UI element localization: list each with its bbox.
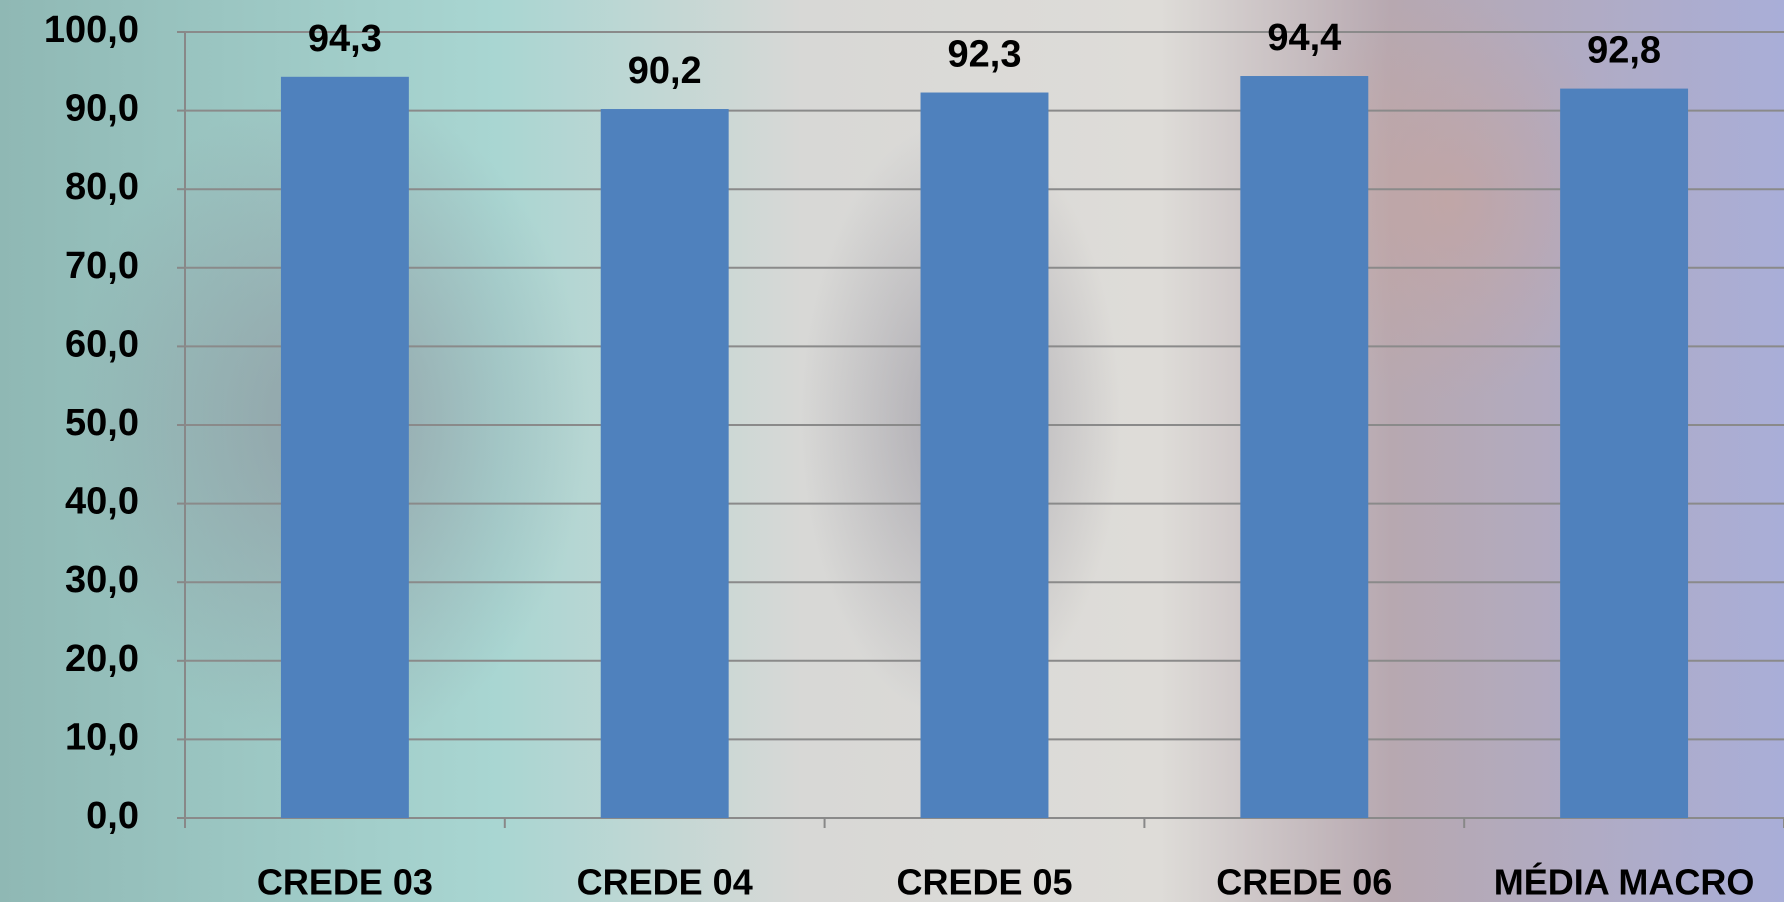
x-tick-label: CREDE 04 — [577, 862, 753, 902]
bar — [921, 93, 1049, 818]
y-tick-label: 100,0 — [44, 9, 139, 51]
x-tick-label: CREDE 06 — [1216, 862, 1392, 902]
x-tick-label: CREDE 05 — [896, 862, 1072, 902]
y-tick-label: 0,0 — [86, 795, 139, 837]
y-tick-label: 70,0 — [65, 245, 139, 287]
y-tick-label: 90,0 — [65, 88, 139, 130]
bar — [601, 109, 729, 818]
y-tick-label: 60,0 — [65, 323, 139, 365]
x-tick-label: MÉDIA MACRO — [1494, 862, 1755, 902]
y-tick-label: 40,0 — [65, 481, 139, 523]
y-tick-label: 10,0 — [65, 716, 139, 758]
data-label: 90,2 — [628, 50, 702, 92]
bar — [1240, 76, 1368, 818]
data-label: 92,8 — [1587, 30, 1661, 72]
data-label: 94,3 — [308, 18, 382, 60]
data-label: 92,3 — [948, 34, 1022, 76]
y-tick-label: 80,0 — [65, 166, 139, 208]
y-tick-label: 50,0 — [65, 402, 139, 444]
bar — [1560, 89, 1688, 818]
chart: 0,0 10,0 20,0 30,0 40,0 50,0 60,0 70,0 80,0 90,0 1… — [0, 0, 1784, 902]
x-tick-label: CREDE 03 — [257, 862, 433, 902]
bar — [281, 77, 409, 818]
y-tick-label: 20,0 — [65, 638, 139, 680]
y-tick-label: 30,0 — [65, 559, 139, 601]
data-label: 94,4 — [1267, 17, 1341, 59]
